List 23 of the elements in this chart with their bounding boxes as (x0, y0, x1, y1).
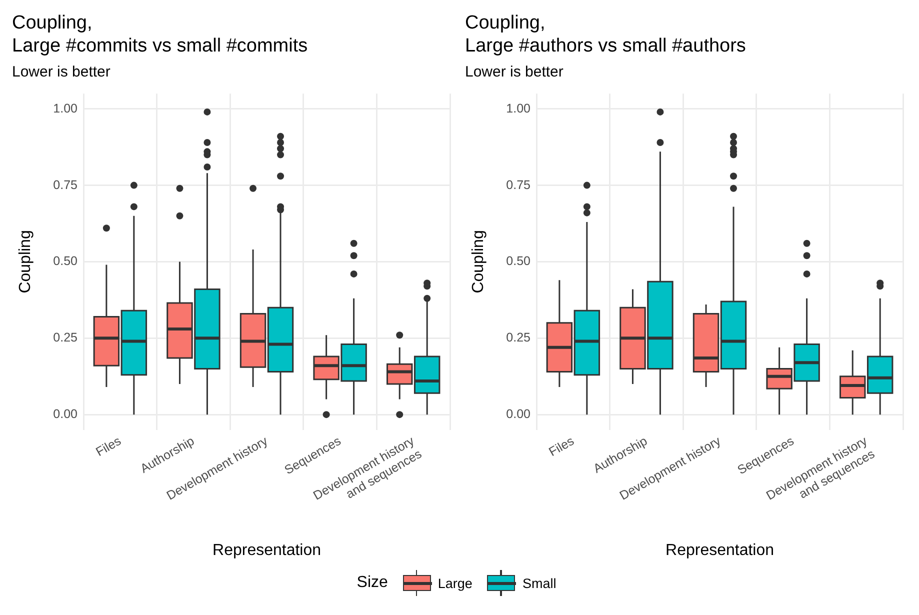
y-tick-label: 0.75 (506, 178, 531, 192)
legend-label: Small (522, 576, 556, 590)
y-tick-label: 0.50 (506, 254, 531, 268)
y-tick-label: 0.50 (53, 254, 78, 268)
y-tick-label: 0.00 (53, 407, 78, 422)
y-tick-label: 0.25 (506, 330, 531, 345)
y-tick-label: 1.00 (506, 101, 531, 116)
x-axis-title: Representation (212, 542, 322, 559)
x-axis-title: Representation (666, 542, 774, 559)
chart-title: Coupling, Large #commits vs small #commits (12, 12, 308, 56)
chart-title: Coupling, Large #authors vs small #authors (465, 12, 746, 56)
legend-title: Size (356, 574, 388, 592)
x-tick-label: Files (94, 434, 124, 460)
chart-subtitle: Lower is better (465, 64, 564, 81)
legend-label: Large (438, 576, 472, 590)
x-tick-label: Files (546, 434, 576, 460)
y-axis-title: Coupling (17, 230, 34, 294)
y-tick-label: 0.25 (53, 330, 78, 345)
y-tick-label: 1.00 (53, 101, 78, 116)
y-tick-label: 0.00 (506, 407, 531, 422)
y-tick-label: 0.75 (53, 178, 78, 192)
y-axis-title: Coupling (470, 230, 488, 294)
chart-subtitle: Lower is better (12, 64, 110, 81)
